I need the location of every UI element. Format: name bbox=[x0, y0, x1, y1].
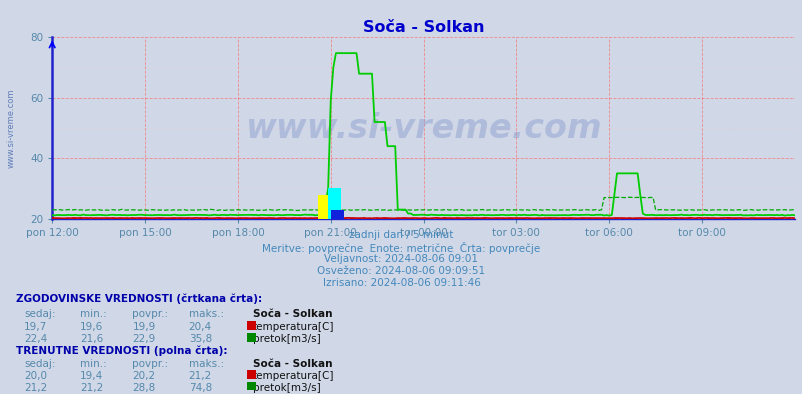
Text: temperatura[C]: temperatura[C] bbox=[253, 322, 334, 332]
Bar bbox=[330, 210, 343, 219]
Text: 21,2: 21,2 bbox=[188, 371, 212, 381]
Title: Soča - Solkan: Soča - Solkan bbox=[363, 20, 484, 35]
Text: Veljavnost: 2024-08-06 09:01: Veljavnost: 2024-08-06 09:01 bbox=[324, 254, 478, 264]
Text: min.:: min.: bbox=[80, 359, 107, 368]
Text: 28,8: 28,8 bbox=[132, 383, 156, 393]
Text: temperatura[C]: temperatura[C] bbox=[253, 371, 334, 381]
Text: maks.:: maks.: bbox=[188, 309, 224, 319]
Text: 21,2: 21,2 bbox=[80, 383, 103, 393]
Text: 19,4: 19,4 bbox=[80, 371, 103, 381]
Text: 19,7: 19,7 bbox=[24, 322, 47, 332]
Text: sedaj:: sedaj: bbox=[24, 309, 55, 319]
Text: TRENUTNE VREDNOSTI (polna črta):: TRENUTNE VREDNOSTI (polna črta): bbox=[16, 346, 227, 357]
Text: 20,0: 20,0 bbox=[24, 371, 47, 381]
Text: 21,2: 21,2 bbox=[24, 383, 47, 393]
Text: 19,9: 19,9 bbox=[132, 322, 156, 332]
Text: zadnji dan / 5 minut: zadnji dan / 5 minut bbox=[349, 230, 453, 240]
Text: www.si-vreme.com: www.si-vreme.com bbox=[7, 88, 16, 168]
Text: pretok[m3/s]: pretok[m3/s] bbox=[253, 334, 320, 344]
Bar bbox=[318, 195, 330, 219]
Bar bbox=[328, 188, 341, 219]
Text: Meritve: povprečne  Enote: metrične  Črta: povprečje: Meritve: povprečne Enote: metrične Črta:… bbox=[262, 242, 540, 254]
Text: Izrisano: 2024-08-06 09:11:46: Izrisano: 2024-08-06 09:11:46 bbox=[322, 278, 480, 288]
Text: Soča - Solkan: Soča - Solkan bbox=[253, 309, 332, 319]
Text: www.si-vreme.com: www.si-vreme.com bbox=[245, 112, 602, 145]
Text: 74,8: 74,8 bbox=[188, 383, 212, 393]
Text: 20,4: 20,4 bbox=[188, 322, 212, 332]
Text: ZGODOVINSKE VREDNOSTI (črtkana črta):: ZGODOVINSKE VREDNOSTI (črtkana črta): bbox=[16, 294, 262, 304]
Text: Osveženo: 2024-08-06 09:09:51: Osveženo: 2024-08-06 09:09:51 bbox=[317, 266, 485, 276]
Text: 19,6: 19,6 bbox=[80, 322, 103, 332]
Text: 35,8: 35,8 bbox=[188, 334, 212, 344]
Text: min.:: min.: bbox=[80, 309, 107, 319]
Text: 21,6: 21,6 bbox=[80, 334, 103, 344]
Text: 22,9: 22,9 bbox=[132, 334, 156, 344]
Text: sedaj:: sedaj: bbox=[24, 359, 55, 368]
Text: maks.:: maks.: bbox=[188, 359, 224, 368]
Text: Soča - Solkan: Soča - Solkan bbox=[253, 359, 332, 368]
Text: 20,2: 20,2 bbox=[132, 371, 156, 381]
Text: 22,4: 22,4 bbox=[24, 334, 47, 344]
Text: povpr.:: povpr.: bbox=[132, 359, 168, 368]
Text: pretok[m3/s]: pretok[m3/s] bbox=[253, 383, 320, 393]
Text: povpr.:: povpr.: bbox=[132, 309, 168, 319]
